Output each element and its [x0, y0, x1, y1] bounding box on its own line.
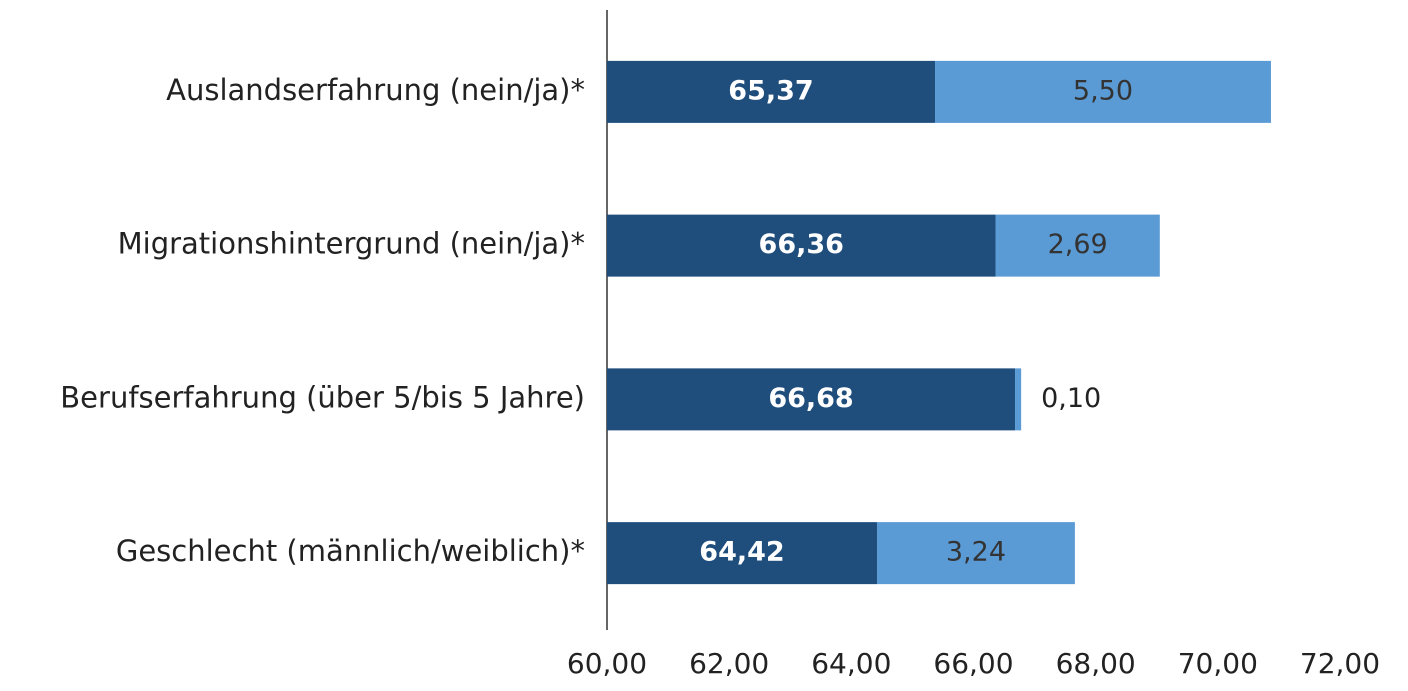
- x-tick-label: 64,00: [811, 647, 891, 680]
- bar-segment: [876, 522, 1075, 585]
- x-tick-label: 68,00: [1056, 647, 1136, 680]
- category-label: Migrationshintergrund (nein/ja)*: [118, 227, 585, 261]
- x-tick-label: 66,00: [933, 647, 1013, 680]
- bar-segment: [1015, 368, 1022, 431]
- value-label: 5,50: [1073, 75, 1133, 106]
- bar-segment: [607, 368, 1016, 431]
- value-label: 66,36: [759, 229, 844, 260]
- bar-segment: [607, 522, 877, 585]
- value-label: 66,68: [768, 383, 853, 414]
- value-label: 3,24: [946, 537, 1006, 568]
- value-label: 65,37: [728, 75, 813, 106]
- value-label: 2,69: [1048, 229, 1108, 260]
- bar-segment: [607, 60, 936, 123]
- bar-segment: [607, 214, 996, 277]
- x-tick-label: 60,00: [567, 647, 647, 680]
- x-tick-label: 62,00: [689, 647, 769, 680]
- bar-segment: [995, 214, 1160, 277]
- x-tick-label: 70,00: [1178, 647, 1258, 680]
- value-label: 64,42: [699, 537, 784, 568]
- value-label: 0,10: [1041, 383, 1101, 414]
- x-tick-label: 72,00: [1300, 647, 1380, 680]
- bar-segment: [935, 60, 1271, 123]
- category-label: Auslandserfahrung (nein/ja)*: [166, 73, 585, 107]
- category-label: Berufserfahrung (über 5/bis 5 Jahre): [60, 380, 585, 414]
- category-label: Geschlecht (männlich/weiblich)*: [116, 534, 585, 568]
